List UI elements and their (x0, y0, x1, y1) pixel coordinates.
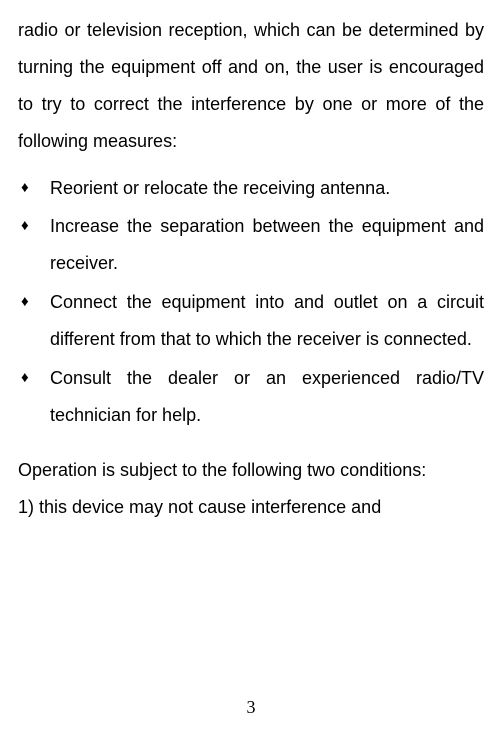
diamond-icon: ♦ (18, 170, 50, 206)
list-item-text: Consult the dealer or an experienced rad… (50, 360, 484, 434)
list-item: ♦ Increase the separation between the eq… (18, 208, 484, 282)
list-item: ♦ Connect the equipment into and outlet … (18, 284, 484, 358)
list-item-text: Connect the equipment into and outlet on… (50, 284, 484, 358)
list-item: ♦ Consult the dealer or an experienced r… (18, 360, 484, 434)
condition-item-1: 1) this device may not cause interferenc… (18, 489, 484, 526)
diamond-icon: ♦ (18, 360, 50, 396)
list-item-text: Reorient or relocate the receiving anten… (50, 170, 484, 207)
measures-list: ♦ Reorient or relocate the receiving ant… (18, 170, 484, 434)
list-item-text: Increase the separation between the equi… (50, 208, 484, 282)
page-number: 3 (0, 697, 502, 718)
list-item: ♦ Reorient or relocate the receiving ant… (18, 170, 484, 207)
conditions-header: Operation is subject to the following tw… (18, 452, 484, 489)
diamond-icon: ♦ (18, 284, 50, 320)
diamond-icon: ♦ (18, 208, 50, 244)
intro-paragraph: radio or television reception, which can… (18, 12, 484, 160)
